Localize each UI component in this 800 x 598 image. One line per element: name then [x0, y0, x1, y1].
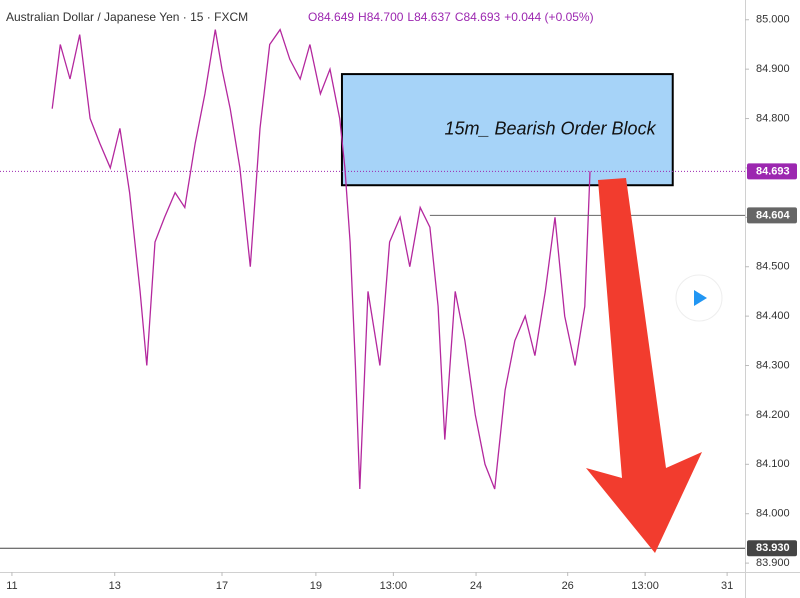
plot-area [340, 73, 674, 187]
ohlc-value: O84.649 [308, 10, 354, 24]
bearish-arrow [586, 178, 702, 553]
ohlc-value: H84.700 [358, 10, 404, 24]
symbol-title: Australian Dollar / Japanese Yen · 15 · … [6, 10, 248, 24]
x-tick-label: 17 [216, 580, 228, 592]
ohlc-legend: O84.649 H84.700 L84.637 C84.693 +0.044 (+0.0… [308, 10, 594, 24]
y-tick-label: 84.300 [756, 359, 790, 371]
price-line [51, 28, 591, 490]
price-label: 84.693 [756, 165, 790, 177]
y-tick-label: 84.100 [756, 458, 790, 470]
x-tick-label: 26 [562, 580, 574, 592]
price-label: 83.930 [756, 542, 790, 554]
y-tick-label: 83.900 [756, 557, 790, 569]
price-label: 84.604 [756, 209, 791, 221]
y-tick-label: 84.200 [756, 409, 790, 421]
price-label-bg [747, 540, 797, 557]
y-tick-label: 84.500 [756, 261, 790, 273]
x-tick-label: 24 [470, 580, 482, 592]
ohlc-value: L84.637 [407, 10, 451, 24]
order-block [340, 73, 674, 187]
x-tick-label: 19 [310, 580, 322, 592]
ohlc-value: +0.044 (+0.05%) [504, 10, 593, 24]
x-tick-label: 13 [109, 580, 121, 592]
play-icon [694, 290, 707, 306]
x-tick-label: 11 [6, 580, 17, 592]
y-tick-label: 84.800 [756, 112, 790, 124]
ohlc-value: C84.693 [455, 10, 501, 24]
overlay: 15m_ Bearish Order Block [0, 28, 745, 549]
price-label-bg [747, 207, 797, 224]
x-tick-label: 13:00 [631, 580, 659, 592]
y-tick-label: 84.400 [756, 310, 790, 322]
x-tick-label: 31 [721, 580, 733, 592]
price-label-bg [747, 163, 797, 180]
y-tick-label: 84.000 [756, 508, 790, 520]
y-tick-label: 84.900 [756, 63, 790, 75]
x-tick-label: 13:00 [380, 580, 408, 592]
y-tick-label: 85.000 [756, 14, 790, 26]
order-block-label: 15m_ Bearish Order Block [444, 118, 656, 138]
